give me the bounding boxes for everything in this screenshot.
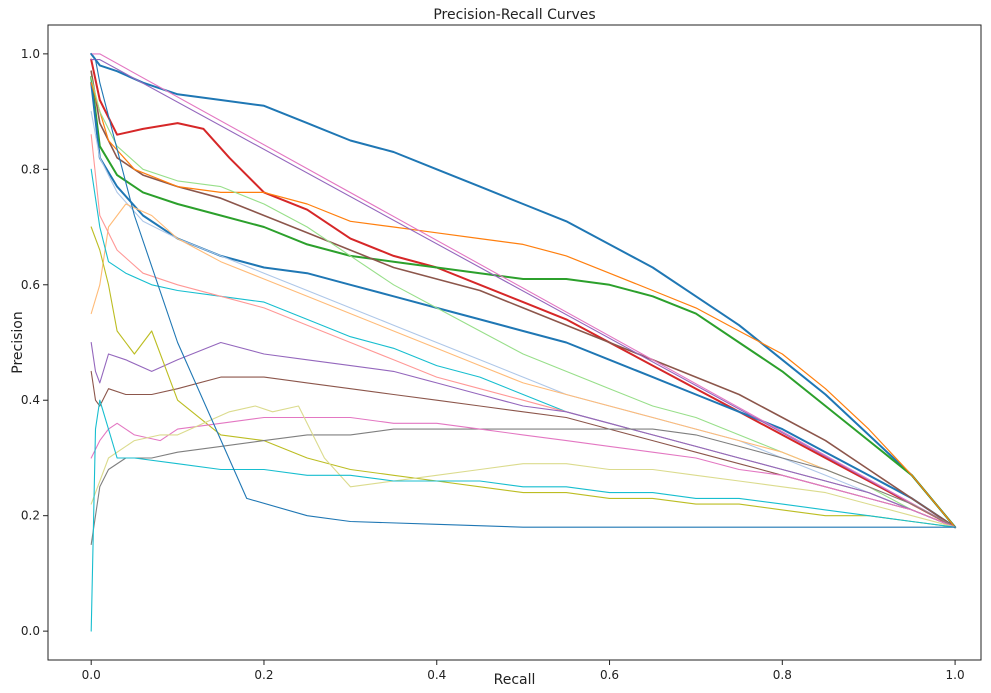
- series-line-17: [90, 428, 956, 546]
- plot-frame: [47, 24, 982, 661]
- series-line-11: [90, 203, 956, 528]
- x-tick-label: 0.6: [600, 668, 619, 682]
- chart-title: Precision-Recall Curves: [433, 7, 595, 23]
- series-line-20: [90, 399, 956, 632]
- series-line-10: [90, 111, 956, 528]
- series-line-21: [90, 53, 956, 528]
- x-tick-label: 0.0: [82, 668, 101, 682]
- series-line-4: [90, 81, 957, 529]
- y-axis-label: Precision: [10, 311, 26, 373]
- y-tick-label: 0.8: [21, 162, 40, 176]
- series-line-18: [90, 416, 956, 528]
- y-tick-label: 0.0: [21, 624, 40, 638]
- y-tick-label: 0.4: [21, 393, 40, 407]
- series-line-3: [90, 76, 957, 529]
- series-line-14: [90, 341, 956, 528]
- x-axis-label: Recall: [494, 672, 536, 688]
- x-tick-label: 0.2: [254, 668, 273, 682]
- y-axis: 0.0 0.2 0.4 0.6 0.8 1.0: [21, 47, 48, 638]
- x-tick-label: 0.4: [427, 668, 446, 682]
- series-line-7: [90, 59, 956, 528]
- y-tick-label: 0.2: [21, 509, 40, 523]
- series-line-8: [90, 53, 956, 528]
- y-tick-label: 0.6: [21, 278, 40, 292]
- series-line-5: [90, 70, 956, 529]
- x-axis: 0.0 0.2 0.4 0.6 0.8 1.0: [82, 660, 965, 682]
- series-layer: [90, 52, 957, 632]
- x-tick-label: 0.8: [773, 668, 792, 682]
- y-tick-label: 1.0: [21, 47, 40, 61]
- x-tick-label: 1.0: [946, 668, 965, 682]
- series-line-6: [90, 82, 956, 528]
- series-line-19: [90, 405, 956, 528]
- series-line-2: [90, 58, 957, 529]
